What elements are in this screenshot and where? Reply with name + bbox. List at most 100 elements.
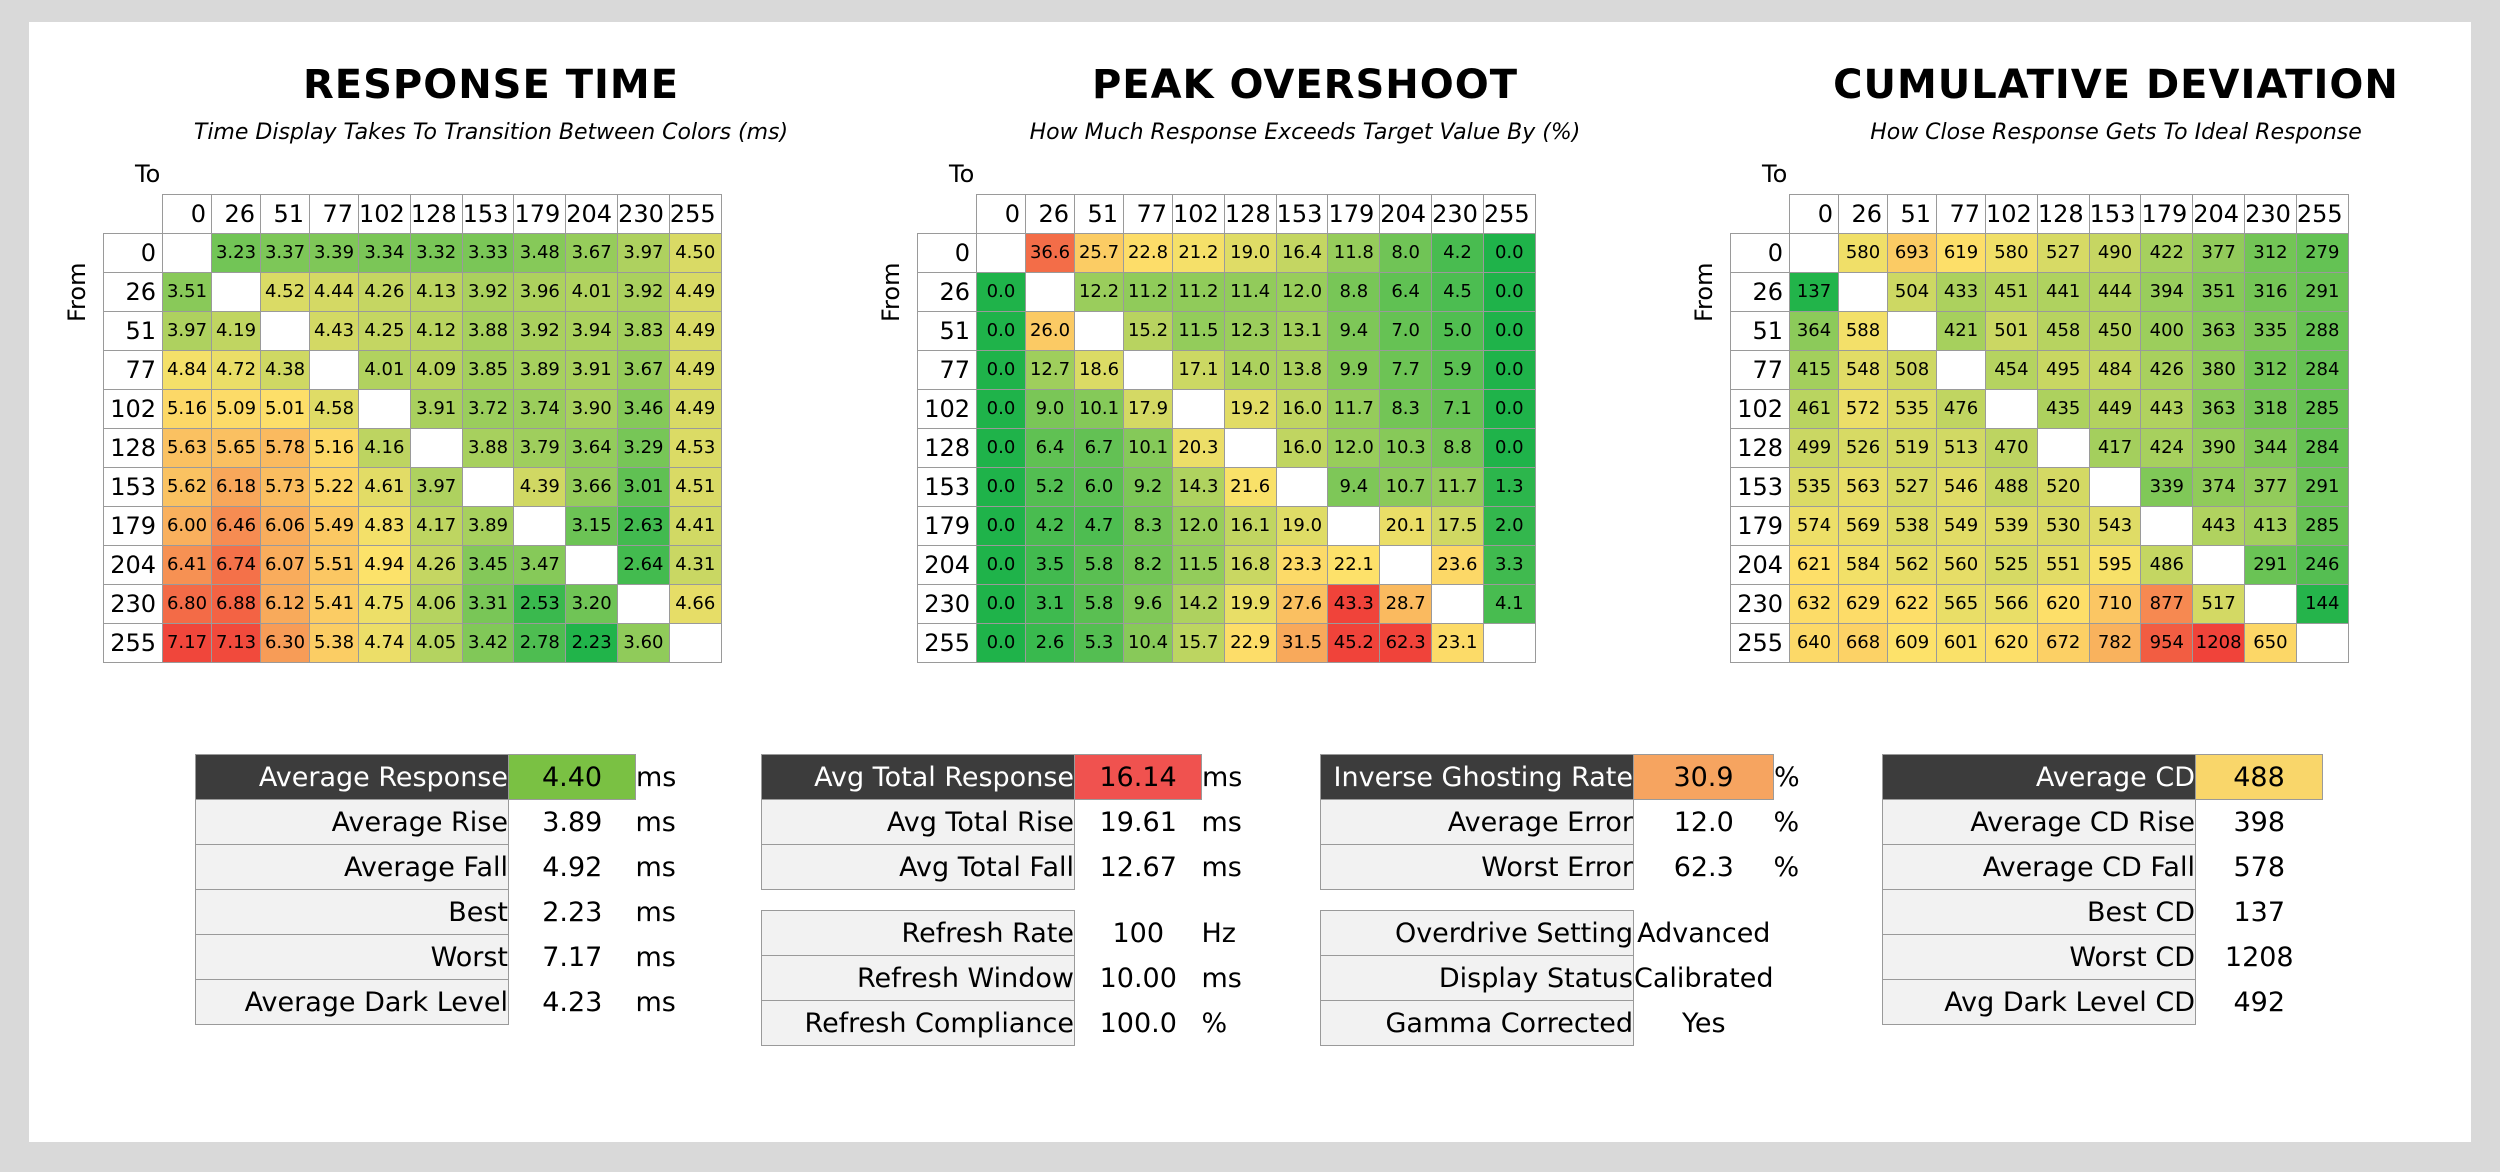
heatmap-cell: 525 xyxy=(1985,545,2038,585)
stats-table: Avg Total Response 16.14 ms Avg Total Rise 1… xyxy=(761,754,1252,1046)
heatmap-cell: 8.8 xyxy=(1327,272,1381,312)
heatmap-cell: 566 xyxy=(1985,584,2038,624)
row-header: 26 xyxy=(1730,272,1790,312)
heatmap-cell: 668 xyxy=(1838,623,1888,663)
heatmap-cell: 4.52 xyxy=(260,272,310,312)
heatmap-cell: 454 xyxy=(1985,350,2038,390)
column-header: 102 xyxy=(1172,194,1225,234)
heatmap-cell: 451 xyxy=(1985,272,2038,312)
heatmap-cell: 693 xyxy=(1887,233,1937,273)
heatmap-cell: 1.3 xyxy=(1482,467,1536,507)
column-header: 204 xyxy=(565,194,619,234)
row-header: 128 xyxy=(1730,428,1790,468)
stat-unit: % xyxy=(1773,806,1800,838)
column-header: 26 xyxy=(1025,194,1075,234)
heatmap-cell: 563 xyxy=(1838,467,1888,507)
heatmap-cell: 622 xyxy=(1887,584,1937,624)
heatmap-cell: 458 xyxy=(2036,311,2090,351)
heatmap-cell: 4.01 xyxy=(565,272,619,312)
heatmap-cell: 3.60 xyxy=(617,623,670,663)
stat-value: 19.61 xyxy=(1099,806,1177,838)
heatmap-cell: 4.94 xyxy=(358,545,411,585)
heatmap-cell: 3.88 xyxy=(461,428,515,468)
heatmap-cell xyxy=(2192,545,2246,585)
heatmap-cell: 4.06 xyxy=(409,584,463,624)
heatmap-cell: 5.38 xyxy=(309,623,359,663)
heatmap-cell: 27.6 xyxy=(1275,584,1329,624)
heatmap-cell: 488 xyxy=(1985,467,2038,507)
stat-value: Calibrated xyxy=(1634,962,1774,994)
heatmap-cell: 3.89 xyxy=(513,350,567,390)
heatmap-cell: 5.8 xyxy=(1074,545,1124,585)
heatmap-cell: 6.74 xyxy=(211,545,261,585)
row-header: 0 xyxy=(1730,233,1790,273)
heatmap-cell: 3.85 xyxy=(461,350,515,390)
heatmap-cell: 3.83 xyxy=(617,311,670,351)
heatmap-cell xyxy=(260,311,310,351)
heatmap-cell: 4.49 xyxy=(668,311,722,351)
heatmap-cell xyxy=(1936,350,1986,390)
heatmap-cell: 4.5 xyxy=(1431,272,1484,312)
heatmap-cell: 4.49 xyxy=(668,350,722,390)
heatmap-cell: 3.01 xyxy=(617,467,670,507)
row-header: 179 xyxy=(917,506,977,546)
heatmap-cell xyxy=(1887,311,1937,351)
heatmap-cell xyxy=(1838,272,1888,312)
heatmap-grid: 0 26 51 77 102 128 153 179 204 230 255 0 3.23 3.37 3.3… xyxy=(103,194,722,663)
heatmap-cell xyxy=(1482,623,1536,663)
heatmap-cell: 543 xyxy=(2088,506,2142,546)
heatmap-cell: 6.18 xyxy=(211,467,261,507)
column-header: 230 xyxy=(1431,194,1484,234)
row-header: 51 xyxy=(103,311,163,351)
heatmap-cell: 339 xyxy=(2140,467,2194,507)
heatmap-cell: 5.63 xyxy=(162,428,212,468)
column-header: 51 xyxy=(1074,194,1124,234)
heatmap-cell: 549 xyxy=(1936,506,1986,546)
heatmap-cell: 3.67 xyxy=(565,233,619,273)
row-header: 0 xyxy=(103,233,163,273)
to-axis-label: To xyxy=(135,160,161,188)
chart-title: PEAK OVERSHOOT xyxy=(1091,62,1519,108)
heatmap-cell: 8.0 xyxy=(1379,233,1433,273)
heatmap-cell: 14.2 xyxy=(1172,584,1225,624)
heatmap-cell xyxy=(617,584,670,624)
grid-corner xyxy=(104,195,163,234)
stat-value: 488 xyxy=(2195,754,2323,800)
heatmap-cell: 3.23 xyxy=(211,233,261,273)
heatmap-cell: 417 xyxy=(2088,428,2142,468)
heatmap-cell: 0.0 xyxy=(976,584,1026,624)
heatmap-cell: 12.7 xyxy=(1025,350,1075,390)
heatmap-cell: 3.33 xyxy=(461,233,515,273)
column-header: 26 xyxy=(211,194,261,234)
heatmap-cell: 5.16 xyxy=(162,389,212,429)
heatmap-cell: 569 xyxy=(1838,506,1888,546)
heatmap-cell: 3.45 xyxy=(461,545,515,585)
heatmap-cell: 572 xyxy=(1838,389,1888,429)
heatmap-cell: 609 xyxy=(1887,623,1937,663)
stat-label: Refresh Window xyxy=(761,955,1075,1001)
heatmap-cell: 5.41 xyxy=(309,584,359,624)
heatmap-cell: 527 xyxy=(1887,467,1937,507)
stat-unit xyxy=(2323,845,2354,890)
heatmap-cell xyxy=(565,545,619,585)
heatmap-cell: 519 xyxy=(1887,428,1937,468)
heatmap-cell: 0.0 xyxy=(976,311,1026,351)
stat-unit: % xyxy=(1773,851,1800,883)
heatmap-cell: 390 xyxy=(2192,428,2246,468)
heatmap-cell: 364 xyxy=(1789,311,1839,351)
heatmap-cell: 5.49 xyxy=(309,506,359,546)
grid-corner xyxy=(918,195,977,234)
row-header: 77 xyxy=(1730,350,1790,390)
heatmap-cell: 421 xyxy=(1936,311,1986,351)
row-header: 204 xyxy=(103,545,163,585)
stats-table: Average CD 488 Average CD Rise 398 Average C… xyxy=(1882,754,2354,1025)
heatmap-cell: 0.0 xyxy=(976,428,1026,468)
heatmap-cell: 12.0 xyxy=(1327,428,1381,468)
heatmap-cell: 9.9 xyxy=(1327,350,1381,390)
heatmap-cell: 11.8 xyxy=(1327,233,1381,273)
heatmap-cell: 137 xyxy=(1789,272,1839,312)
heatmap-cell: 629 xyxy=(1838,584,1888,624)
heatmap-cell: 2.0 xyxy=(1482,506,1536,546)
heatmap-cell: 4.01 xyxy=(358,350,411,390)
heatmap-cell: 6.46 xyxy=(211,506,261,546)
